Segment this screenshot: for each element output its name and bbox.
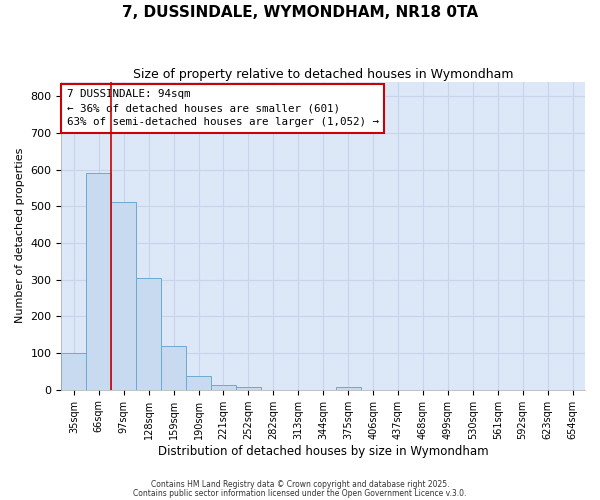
- Text: 7 DUSSINDALE: 94sqm
← 36% of detached houses are smaller (601)
63% of semi-detac: 7 DUSSINDALE: 94sqm ← 36% of detached ho…: [67, 90, 379, 128]
- Bar: [186, 376, 211, 390]
- Bar: [136, 278, 161, 390]
- X-axis label: Distribution of detached houses by size in Wymondham: Distribution of detached houses by size …: [158, 444, 488, 458]
- Title: Size of property relative to detached houses in Wymondham: Size of property relative to detached ho…: [133, 68, 514, 80]
- Bar: [111, 202, 136, 390]
- Text: Contains HM Land Registry data © Crown copyright and database right 2025.: Contains HM Land Registry data © Crown c…: [151, 480, 449, 489]
- Text: Contains public sector information licensed under the Open Government Licence v.: Contains public sector information licen…: [133, 488, 467, 498]
- Bar: [335, 387, 361, 390]
- Text: 7, DUSSINDALE, WYMONDHAM, NR18 0TA: 7, DUSSINDALE, WYMONDHAM, NR18 0TA: [122, 5, 478, 20]
- Bar: [61, 352, 86, 390]
- Bar: [86, 173, 111, 390]
- Y-axis label: Number of detached properties: Number of detached properties: [15, 148, 25, 324]
- Bar: [236, 387, 261, 390]
- Bar: [161, 346, 186, 390]
- Bar: [211, 385, 236, 390]
